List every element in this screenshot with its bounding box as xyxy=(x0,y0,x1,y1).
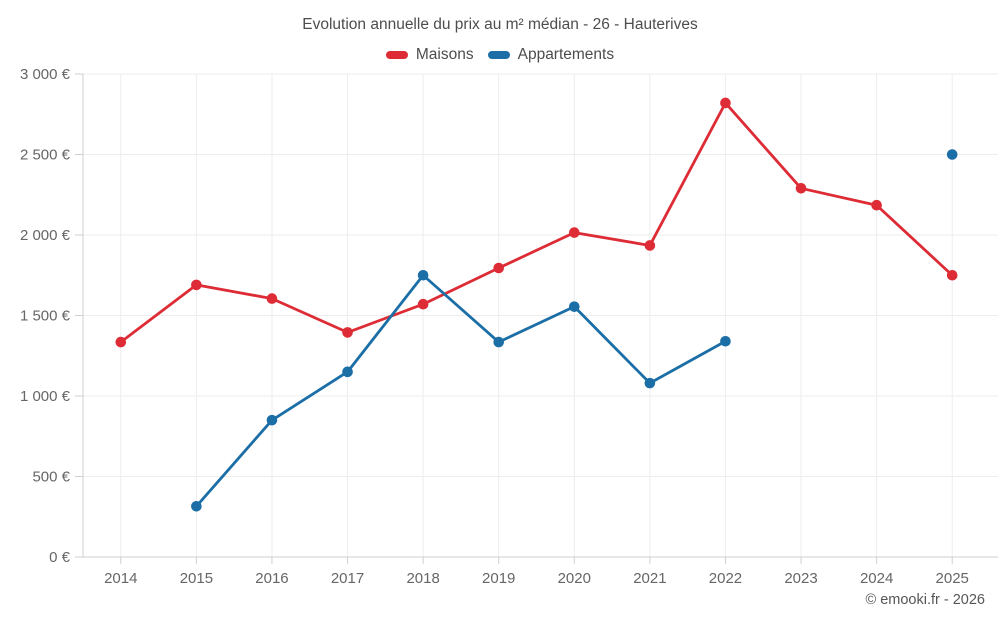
y-tick-label: 2 500 € xyxy=(20,147,71,164)
x-tick-label: 2022 xyxy=(709,570,742,587)
y-tick-label: 500 € xyxy=(32,469,70,486)
legend-item-maisons[interactable]: Maisons xyxy=(385,46,474,64)
appartements-point-2021[interactable] xyxy=(644,377,656,389)
x-tick-label: 2017 xyxy=(331,570,364,587)
maisons-point-2025[interactable] xyxy=(946,269,958,281)
appartements-swatch-icon xyxy=(487,51,510,59)
series-maisons xyxy=(115,97,958,348)
maisons-point-2023[interactable] xyxy=(795,183,807,194)
y-tick-label: 0 € xyxy=(49,549,71,566)
x-tick-label: 2024 xyxy=(860,570,893,587)
chart-title: Evolution annuelle du prix au m² médian … xyxy=(302,16,698,33)
x-tick-label: 2020 xyxy=(558,570,591,587)
legend-label-appartements: Appartements xyxy=(517,46,615,63)
y-tick-label: 2 000 € xyxy=(20,227,71,244)
maisons-point-2018[interactable] xyxy=(417,298,429,310)
y-tick-label: 1 000 € xyxy=(20,388,71,405)
maisons-line xyxy=(119,101,954,344)
appartements-point-2018[interactable] xyxy=(417,269,429,281)
x-tick-label: 2021 xyxy=(633,570,666,587)
appartements-point-2015[interactable] xyxy=(191,500,202,512)
y-tick-label: 1 500 € xyxy=(20,308,71,325)
appartements-point-2016[interactable] xyxy=(266,414,278,426)
x-tick-label: 2023 xyxy=(784,570,817,587)
maisons-point-2019[interactable] xyxy=(493,262,505,274)
maisons-point-2016[interactable] xyxy=(266,293,278,304)
maisons-point-2015[interactable] xyxy=(191,279,202,291)
axes: 0 € 500 € 1 000 € 1 500 € 2 000 € 2 500 € 3 00… xyxy=(20,66,998,587)
copyright: © emooki.fr - 2026 xyxy=(865,592,985,608)
legend-item-appartements[interactable]: Appartements xyxy=(487,46,615,64)
x-tick-label: 2018 xyxy=(406,570,439,587)
maisons-point-2014[interactable] xyxy=(115,336,127,348)
maisons-point-2021[interactable] xyxy=(644,240,656,251)
maisons-point-2024[interactable] xyxy=(871,199,882,211)
appartements-point-2017[interactable] xyxy=(342,366,353,378)
maisons-point-2017[interactable] xyxy=(342,327,353,338)
x-tick-label: 2015 xyxy=(180,570,213,587)
maisons-point-2022[interactable] xyxy=(720,97,731,109)
appartements-point-2022[interactable] xyxy=(720,335,731,347)
series-appartements xyxy=(191,149,958,512)
appartements-point-2020[interactable] xyxy=(568,301,580,312)
x-tick-label: 2025 xyxy=(936,570,969,587)
appartements-point-2025[interactable] xyxy=(946,149,958,160)
legend-label-maisons: Maisons xyxy=(415,46,474,63)
x-tick-label: 2014 xyxy=(104,570,137,587)
appartements-point-2019[interactable] xyxy=(493,336,505,348)
x-tick-label: 2016 xyxy=(255,570,288,587)
chart-legend: Maisons Appartements xyxy=(0,46,1000,64)
appartements-line xyxy=(194,273,727,508)
gridlines xyxy=(83,73,998,557)
maisons-point-2020[interactable] xyxy=(568,227,580,238)
maisons-swatch-icon xyxy=(385,51,408,59)
x-tick-label: 2019 xyxy=(482,570,515,587)
y-tick-label: 3 000 € xyxy=(20,66,71,83)
